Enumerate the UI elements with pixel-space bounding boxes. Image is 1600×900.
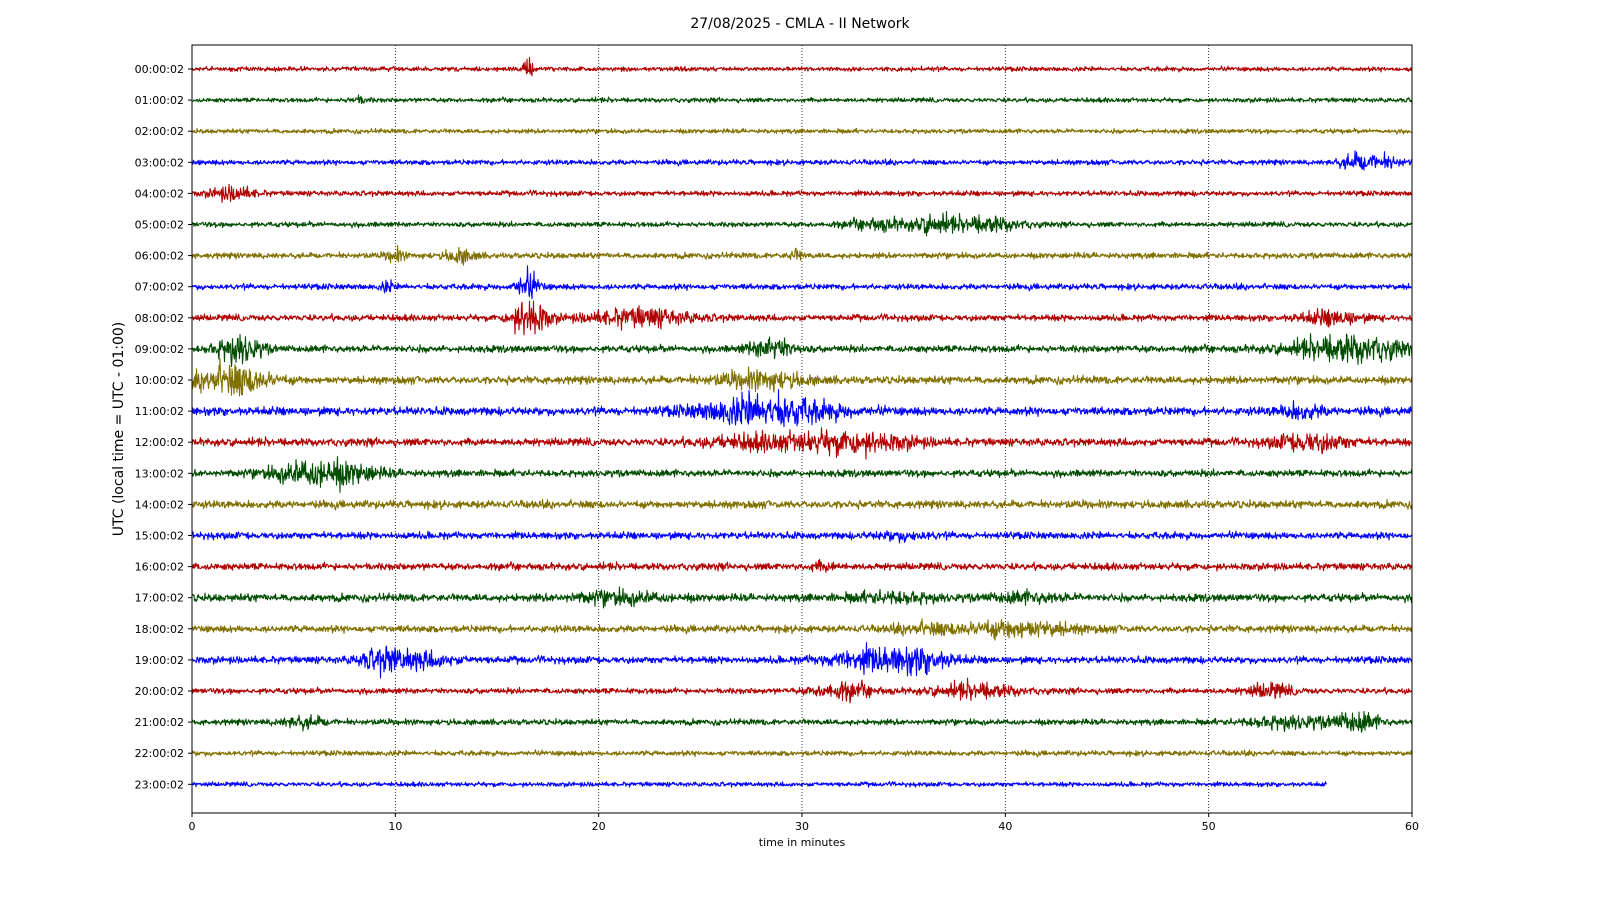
seismic-trace xyxy=(191,333,1413,368)
y-tick-label: 21:00:02 xyxy=(135,716,184,729)
x-axis-label: time in minutes xyxy=(759,836,846,849)
y-axis-ticks: 00:00:02 01:00:02 02:00:02 03:00:02 04:00:02… xyxy=(135,63,192,791)
seismic-trace xyxy=(191,94,1413,104)
seismic-trace xyxy=(191,586,1413,609)
y-tick-label: 00:00:02 xyxy=(135,63,184,76)
seismic-trace xyxy=(191,265,1413,300)
grid-lines xyxy=(394,45,1210,813)
y-tick-label: 12:00:02 xyxy=(135,436,184,449)
x-tick-label: 10 xyxy=(388,820,402,833)
seismic-trace xyxy=(191,389,1413,428)
y-tick-label: 01:00:02 xyxy=(135,94,184,107)
seismic-trace xyxy=(191,498,1413,511)
y-tick-label: 09:00:02 xyxy=(135,343,184,356)
y-tick-label: 20:00:02 xyxy=(135,685,184,698)
y-tick-label: 10:00:02 xyxy=(135,374,184,387)
seismic-trace xyxy=(191,56,1413,77)
seismic-trace xyxy=(191,780,1328,788)
trace-group xyxy=(191,56,1413,788)
y-tick-label: 17:00:02 xyxy=(135,592,184,605)
chart-title: 27/08/2025 - CMLA - II Network xyxy=(690,16,910,32)
seismic-trace xyxy=(191,558,1413,573)
seismic-trace xyxy=(191,245,1413,266)
x-tick-label: 40 xyxy=(998,820,1012,833)
y-tick-label: 23:00:02 xyxy=(135,778,184,791)
x-tick-label: 0 xyxy=(189,820,196,833)
seismic-trace xyxy=(191,300,1413,336)
x-tick-label: 20 xyxy=(592,820,606,833)
x-tick-label: 60 xyxy=(1405,820,1419,833)
seismic-trace xyxy=(191,618,1413,641)
x-axis-ticks: 0 10 20 30 40 50 60 xyxy=(189,813,1419,833)
x-tick-label: 30 xyxy=(795,820,809,833)
y-axis-label: UTC (local time = UTC - 01:00) xyxy=(111,322,127,537)
y-tick-label: 07:00:02 xyxy=(135,281,184,294)
seismic-trace xyxy=(191,642,1413,679)
seismic-trace xyxy=(191,456,1413,493)
y-tick-label: 02:00:02 xyxy=(135,125,184,138)
seismic-trace xyxy=(191,127,1413,135)
seismic-trace xyxy=(191,210,1413,237)
y-tick-label: 03:00:02 xyxy=(135,156,184,169)
y-tick-label: 13:00:02 xyxy=(135,467,184,480)
y-tick-label: 04:00:02 xyxy=(135,187,184,200)
x-tick-label: 50 xyxy=(1202,820,1216,833)
seismic-trace xyxy=(191,358,1413,397)
y-tick-label: 19:00:02 xyxy=(135,654,184,667)
y-tick-label: 15:00:02 xyxy=(135,530,184,543)
y-tick-label: 14:00:02 xyxy=(135,498,184,511)
y-tick-label: 16:00:02 xyxy=(135,561,184,574)
seismic-trace xyxy=(191,710,1413,733)
seismic-trace xyxy=(191,749,1413,758)
seismic-trace xyxy=(191,183,1413,203)
seismic-trace xyxy=(191,427,1413,460)
y-tick-label: 08:00:02 xyxy=(135,312,184,325)
y-tick-label: 05:00:02 xyxy=(135,219,184,232)
seismic-trace xyxy=(191,677,1413,704)
y-tick-label: 11:00:02 xyxy=(135,405,184,418)
y-tick-label: 22:00:02 xyxy=(135,747,184,760)
seismic-trace xyxy=(191,530,1413,544)
y-tick-label: 06:00:02 xyxy=(135,250,184,263)
seismic-trace xyxy=(191,150,1413,171)
y-tick-label: 18:00:02 xyxy=(135,623,184,636)
